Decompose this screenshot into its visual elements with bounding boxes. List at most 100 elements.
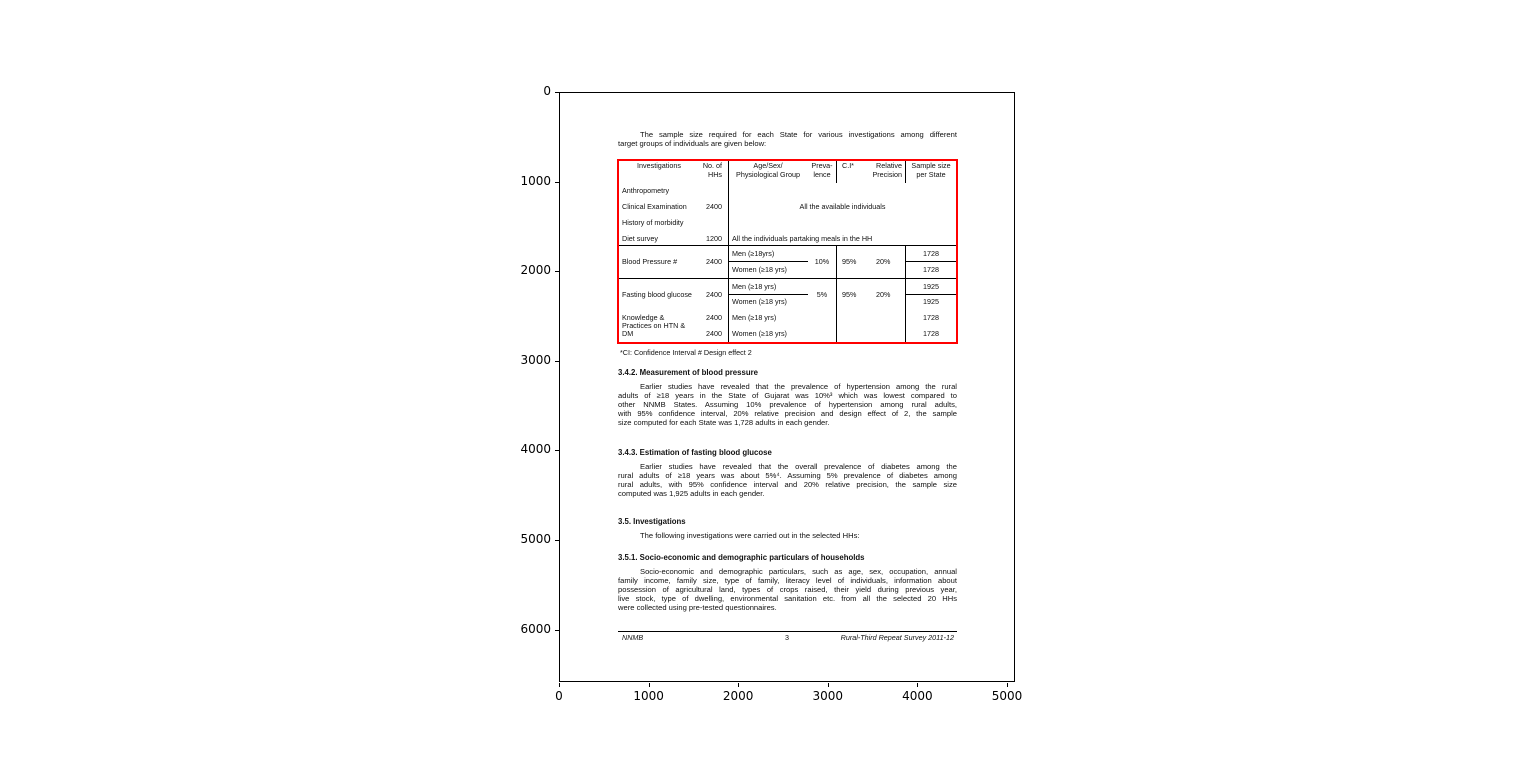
y-tick-label: 3000 [520,352,551,367]
table-cell: Practices on HTN & [622,321,686,330]
table-footnote: *CI: Confidence Interval # Design effect… [620,348,752,357]
paragraph-line: live stock, type of dwelling, environmen… [618,594,957,603]
x-tick [738,683,740,687]
table-rule [618,245,957,246]
y-tick-label: 4000 [520,442,551,457]
table-cell: History of morbidity [622,218,684,227]
y-tick [555,181,559,183]
header-ci: C.I* [842,161,854,170]
table-cell: Clinical Examination [622,202,687,211]
table-cell: Men (≥18yrs) [732,249,775,258]
paragraph-line: The following investigations were carrie… [640,531,860,540]
header-hhs: HHs [708,170,722,179]
table-cell: 2400 [706,257,722,266]
y-tick [555,360,559,362]
header-group: Physiological Group [736,170,800,179]
x-tick-label: 4000 [902,689,933,703]
x-tick-label: 3000 [812,689,844,703]
x-tick-label: 5000 [991,689,1023,703]
intro-line: The sample size required for each State … [640,130,957,139]
table-cell: 2400 [706,202,722,211]
y-tick-label: 2000 [520,263,551,278]
section-heading: 3.4.3. Estimation of fasting blood gluco… [618,448,772,457]
header-investigations: Investigations [637,161,681,170]
y-tick [555,450,559,452]
y-tick-label: 0 [543,84,551,98]
footer-left: NNMB [622,633,644,642]
header-precision: Precision [872,170,902,179]
x-tick [559,683,560,687]
header-precision: Relative [876,161,902,170]
table-rule [905,294,957,295]
table-rule [728,261,808,262]
paragraph-line: Socio-economic and demographic particula… [640,567,957,576]
paragraph-line: with 95% confidence interval, 20% relati… [618,409,957,418]
table-rule [836,160,837,183]
header-sample-size: per State [916,170,946,179]
paragraph-line: possession of agricultural land, types o… [618,585,957,594]
table-cell: 10% [814,257,830,266]
table-cell: Knowledge & [622,313,665,322]
intro-line: target groups of individuals are given b… [618,139,767,148]
table-cell: 5% [816,290,828,299]
x-tick-label: 2000 [722,689,754,703]
table-rule [618,278,957,279]
table-rule [836,245,837,343]
section-heading: 3.5.1. Socio-economic and demographic pa… [618,553,865,562]
table-cell: 1728 [923,249,939,258]
paragraph-line: Earlier studies have revealed that the o… [640,462,957,471]
x-tick-label: 0 [555,689,563,703]
paragraph-line: rural adults of ≥18 years was about 5%⁴.… [618,471,957,480]
table-cell: DM [622,329,634,338]
table-rule [905,160,906,183]
table-cell: 20% [876,290,891,299]
x-tick [827,683,829,687]
table-cell: Blood Pressure # [622,257,678,266]
y-tick-label: 6000 [520,621,551,636]
paragraph-line: other NNMB States. Assuming 10% prevalen… [618,400,957,409]
table-cell: All the available individuals [799,202,886,211]
paragraph-line: rural adults, with 95% confidence interv… [618,480,957,489]
y-tick-label: 1000 [520,173,551,188]
paragraph-line: family income, family size, type of fami… [618,576,957,585]
table-cell: 1925 [923,297,939,306]
table-rule [728,294,808,295]
plot-frame [559,92,1015,682]
table-cell: 95% [842,290,857,299]
table-cell: Men (≥18 yrs) [732,282,777,291]
x-tick [1007,683,1008,687]
table-cell: Anthropometry [622,186,670,195]
table-rule [728,160,729,343]
table-cell: Diet survey [622,234,658,243]
table-cell: 1925 [923,282,939,291]
x-tick-label: 1000 [633,689,664,703]
footer-right: Rural-Third Repeat Survey 2011-12 [840,633,954,642]
page-number: 3 [785,633,789,642]
header-hhs: No. of [702,161,722,170]
y-tick-label: 5000 [520,532,551,546]
paragraph-line: computed was 1,925 adults in each gender… [618,489,765,498]
table-cell: 2400 [706,313,722,322]
table-cell: Women (≥18 yrs) [732,329,787,338]
table-cell: Fasting blood glucose [622,290,692,299]
table-cell: 1728 [923,313,939,322]
header-prevalence: Preva- [811,161,833,170]
header-group: Age/Sex/ [753,161,783,170]
header-sample-size: Sample size [911,161,951,170]
highlight-box [617,159,958,344]
x-tick [648,683,650,687]
table-cell: 2400 [706,290,722,299]
y-tick [555,92,559,93]
paragraph-line: Earlier studies have revealed that the p… [640,382,957,391]
table-cell: 2400 [706,329,722,338]
table-rule [905,261,957,262]
table-cell: 1728 [923,265,939,274]
paragraph-line: were collected using pre-tested question… [618,603,777,612]
y-tick [555,271,559,273]
section-heading: 3.4.2. Measurement of blood pressure [618,368,758,377]
y-tick [555,629,559,631]
table-cell: 20% [876,257,891,266]
paragraph-line: size computed for each State was 1,728 a… [618,418,830,427]
table-cell: 95% [842,257,857,266]
table-cell: Women (≥18 yrs) [732,297,787,306]
